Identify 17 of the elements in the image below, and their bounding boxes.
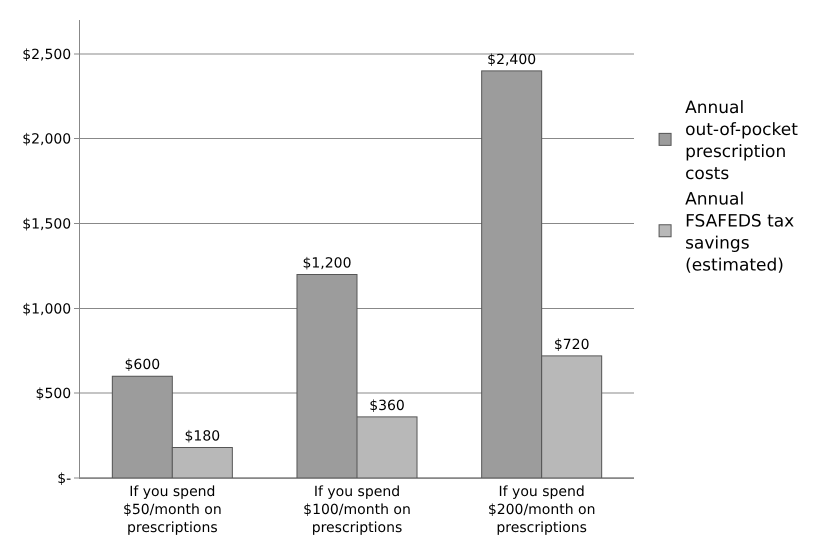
y-tick-label: $1,500 [22, 216, 72, 232]
x-tick-label: If you spend $200/month on prescriptions [488, 484, 596, 536]
data-label: $1,200 [302, 255, 352, 272]
legend-label: Annual FSAFEDS tax savings (estimated) [685, 189, 794, 276]
data-label: $360 [369, 398, 405, 414]
y-tick-label: $2,000 [22, 132, 72, 148]
legend-label: Annual out-of-pocket prescription costs [685, 98, 798, 184]
y-tick-label: $2,500 [22, 46, 72, 63]
data-label: $180 [184, 428, 220, 444]
data-label: $2,400 [487, 52, 536, 68]
x-tick-label: If you spend $50/month on prescriptions [122, 484, 222, 536]
y-tick-label: $1,000 [22, 301, 72, 318]
data-label: $600 [124, 357, 160, 374]
y-tick-label: $- [57, 470, 72, 487]
x-tick-label: If you spend $100/month on prescriptions [303, 484, 411, 536]
y-tick-label: $500 [36, 386, 72, 402]
data-label: $720 [554, 336, 590, 353]
